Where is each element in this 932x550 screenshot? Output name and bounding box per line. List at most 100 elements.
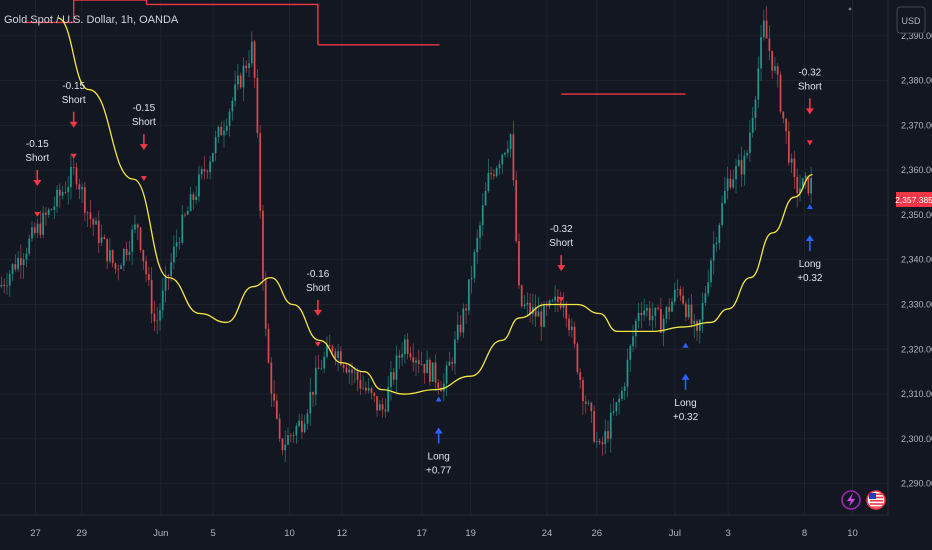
candle-up bbox=[626, 348, 629, 398]
candle-down bbox=[465, 303, 467, 324]
signal-label: Short bbox=[132, 117, 156, 128]
candle-up bbox=[643, 298, 646, 322]
candle-down bbox=[270, 357, 273, 407]
candle-up bbox=[615, 401, 618, 417]
candle-down bbox=[412, 343, 415, 372]
currency-button[interactable]: USD bbox=[896, 6, 926, 34]
candle-down bbox=[807, 175, 810, 196]
candle-up bbox=[715, 237, 718, 253]
candle-down bbox=[83, 181, 86, 222]
signal-value: +0.32 bbox=[673, 412, 699, 423]
short-signal[interactable]: -0.15 Short bbox=[62, 81, 86, 159]
candle-down bbox=[696, 319, 698, 342]
candle-up bbox=[173, 235, 175, 270]
candle-up bbox=[415, 357, 417, 377]
signal-value: -0.15 bbox=[62, 81, 85, 92]
short-signal[interactable]: -0.16 Short bbox=[306, 269, 330, 347]
long-signal[interactable]: Long +0.32 bbox=[673, 342, 699, 423]
signal-label: Long bbox=[674, 398, 696, 409]
lightning-icon[interactable] bbox=[841, 490, 861, 510]
short-marker bbox=[70, 153, 77, 159]
short-signal[interactable]: -0.15 Short bbox=[25, 139, 49, 217]
settings-dot-icon[interactable] bbox=[848, 7, 852, 11]
candle-down bbox=[136, 223, 139, 241]
candle-down bbox=[579, 368, 582, 389]
candle-up bbox=[609, 403, 612, 453]
candle-up bbox=[484, 182, 487, 206]
signal-label: Short bbox=[25, 153, 49, 164]
candle-up bbox=[326, 336, 328, 359]
candle-up bbox=[200, 166, 203, 180]
candle-up bbox=[287, 427, 289, 446]
candle-up bbox=[543, 300, 545, 328]
candle-up bbox=[362, 375, 365, 391]
candle-up bbox=[637, 302, 640, 329]
candle-up bbox=[551, 298, 554, 303]
price-axis[interactable]: 2,390.00 2,380.00 2,370.00 2,360.00 2,350.00… bbox=[901, 31, 932, 489]
candle-down bbox=[520, 284, 523, 309]
candle-down bbox=[253, 39, 256, 88]
candle-down bbox=[490, 166, 493, 180]
price-tick-label: 2,290.00 bbox=[901, 479, 932, 489]
candle-up bbox=[760, 24, 762, 82]
candle-down bbox=[125, 242, 128, 261]
candle-down bbox=[598, 438, 601, 445]
candle-up bbox=[676, 279, 679, 298]
candle-down bbox=[582, 376, 584, 415]
signal-label: Short bbox=[798, 81, 822, 92]
candle-down bbox=[648, 300, 651, 327]
candle-down bbox=[78, 178, 81, 200]
candle-up bbox=[810, 167, 813, 204]
candle-down bbox=[262, 205, 264, 291]
long-signal[interactable]: Long +0.77 bbox=[426, 396, 452, 477]
long-signal[interactable]: Long +0.32 bbox=[797, 203, 823, 284]
candle-up bbox=[718, 222, 721, 250]
candle-up bbox=[476, 229, 479, 264]
candle-down bbox=[796, 168, 799, 208]
candle-down bbox=[568, 314, 570, 337]
short-signal[interactable]: -0.15 Short bbox=[132, 103, 156, 182]
candle-up bbox=[612, 397, 615, 416]
candle-down bbox=[370, 386, 373, 400]
level-lines bbox=[24, 0, 686, 95]
candle-down bbox=[782, 111, 785, 124]
moving-average-path bbox=[57, 17, 813, 395]
moving-average-line bbox=[57, 17, 813, 395]
us-flag-icon[interactable] bbox=[866, 490, 886, 510]
candle-down bbox=[239, 72, 242, 90]
candle-down bbox=[342, 363, 345, 373]
candle-up bbox=[248, 50, 250, 78]
candle-up bbox=[195, 185, 198, 205]
candle-up bbox=[323, 351, 326, 373]
candle-up bbox=[161, 277, 164, 319]
candle-down bbox=[111, 249, 114, 268]
candle-up bbox=[701, 292, 704, 333]
candle-down bbox=[33, 222, 36, 236]
candle-up bbox=[56, 185, 58, 213]
candle-up bbox=[462, 303, 465, 338]
candle-down bbox=[245, 60, 248, 73]
short-signal[interactable]: -0.32 Short bbox=[798, 67, 822, 146]
price-tick-label: 2,350.00 bbox=[901, 210, 932, 220]
candle-up bbox=[554, 285, 557, 312]
candle-down bbox=[114, 262, 117, 274]
candle-down bbox=[690, 294, 693, 328]
long-marker bbox=[682, 342, 689, 348]
candle-down bbox=[793, 150, 796, 190]
candle-down bbox=[729, 169, 732, 190]
trade-signals: -0.15 Short -0.15 Short -0.15 Short -0.16 Short… bbox=[25, 67, 823, 476]
short-signal[interactable]: -0.32 Short bbox=[549, 224, 573, 303]
candle-up bbox=[306, 408, 309, 430]
candle-up bbox=[295, 423, 298, 444]
time-tick-label: 19 bbox=[465, 528, 476, 539]
time-tick-label: Jul bbox=[669, 528, 681, 539]
candle-up bbox=[456, 311, 459, 343]
chart-grid bbox=[0, 0, 888, 515]
time-axis[interactable]: 27 29 Jun 5 10 12 17 19 24 26 Jul 3 8 10 bbox=[30, 528, 858, 539]
candle-up bbox=[442, 373, 445, 402]
currency-button-label: USD bbox=[901, 16, 921, 26]
candle-down bbox=[459, 315, 462, 337]
candle-up bbox=[751, 107, 754, 138]
short-marker bbox=[140, 176, 147, 182]
